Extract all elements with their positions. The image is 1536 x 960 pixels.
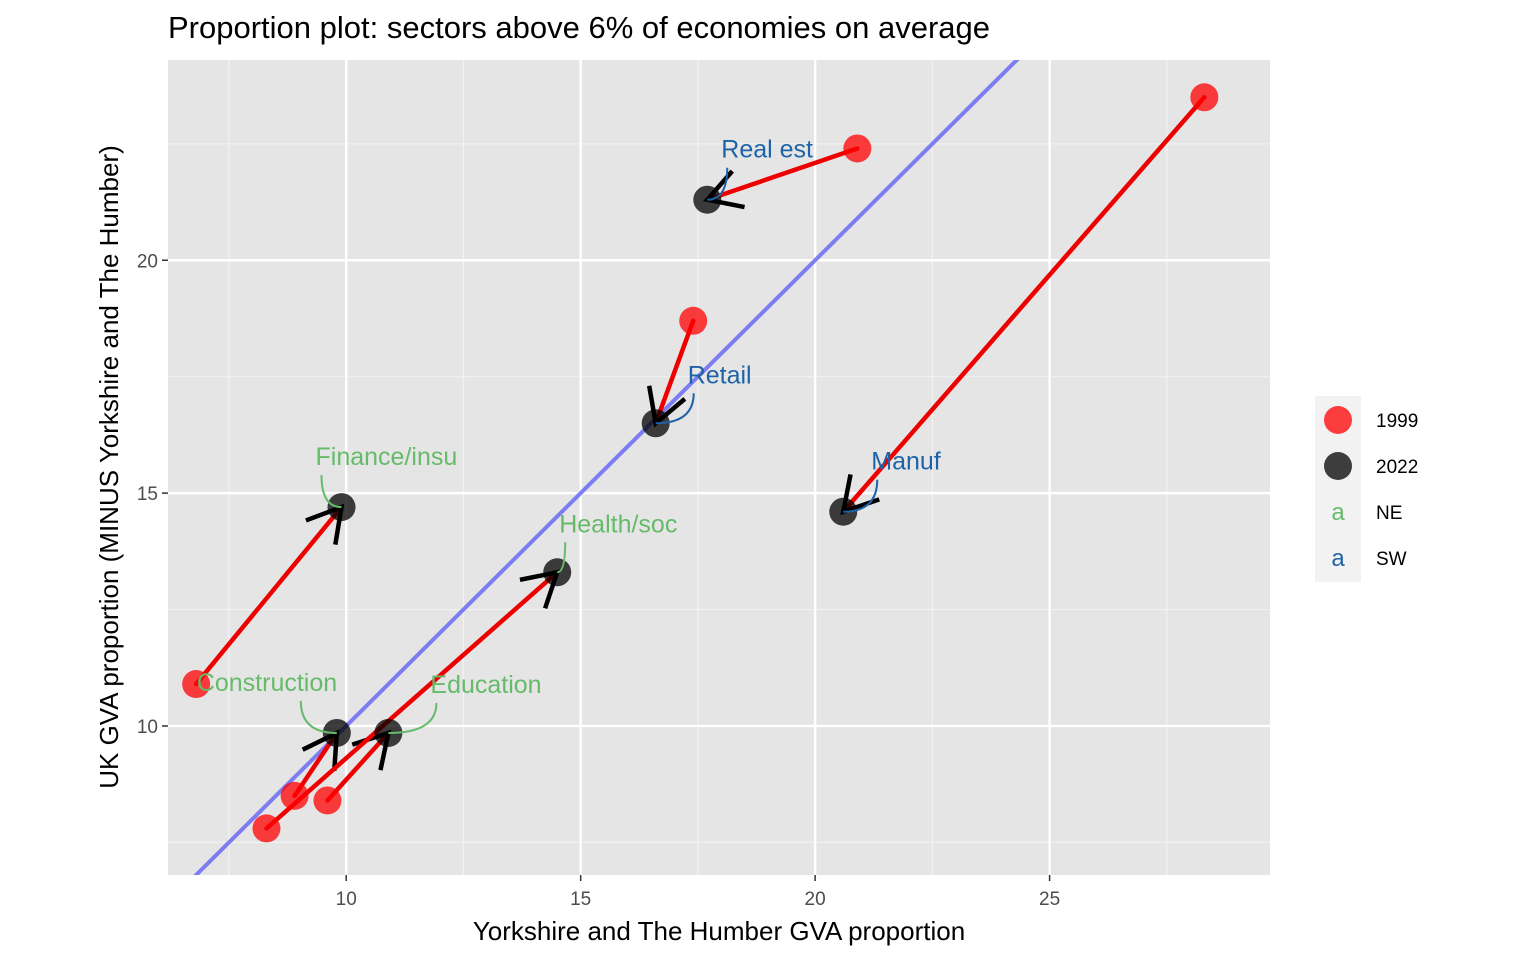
x-axis-title: Yorkshire and The Humber GVA proportion [473, 916, 965, 946]
point-1999 [1190, 83, 1219, 112]
legend: 1999 2022 a NE a SW [1315, 396, 1418, 582]
x-tick-label: 15 [570, 889, 591, 910]
legend-key-SW: a [1331, 545, 1345, 572]
y-equals-x-line [193, 60, 1020, 875]
point-1999 [280, 781, 309, 810]
point-1999 [252, 814, 281, 843]
point-1999 [843, 134, 872, 163]
sector-label: Construction [197, 669, 337, 697]
sector-segment [705, 146, 860, 202]
x-tick-label: 20 [805, 889, 826, 910]
label-leader-line [320, 475, 342, 509]
y-axis-title: UK GVA proportion (MINUS Yorkshire and T… [94, 145, 124, 789]
label-leader-line [655, 393, 695, 425]
legend-label-1999: 1999 [1376, 411, 1418, 432]
y-tick-label: 15 [137, 484, 158, 505]
sector-segment [193, 504, 344, 687]
y-tick-label: 10 [137, 717, 158, 738]
legend-key-2022 [1324, 452, 1352, 480]
label-leader-line [299, 700, 337, 734]
sector-segment [653, 318, 696, 426]
chart-title: Proportion plot: sectors above 6% of eco… [168, 10, 990, 45]
sector-label: Health/soc [559, 510, 677, 538]
sector-segment [325, 730, 391, 803]
x-tick-label: 10 [336, 889, 357, 910]
point-1999 [182, 670, 211, 699]
legend-key-1999 [1324, 406, 1352, 434]
x-tick-label: 25 [1039, 889, 1060, 910]
label-leader-line [388, 702, 438, 734]
reference-line-layer [193, 60, 1020, 875]
label-leader-line [707, 167, 729, 201]
sector-label: Finance/insu [316, 443, 458, 471]
sector-label: Education [430, 671, 541, 699]
y-tick-label: 20 [137, 251, 158, 272]
point-1999 [313, 786, 342, 815]
legend-label-NE: NE [1376, 503, 1402, 524]
sector-labels: Finance/insu Construction Education Health/… [197, 136, 941, 734]
sector-segment [264, 570, 560, 831]
label-leader-line [556, 542, 567, 574]
sector-segment [841, 95, 1207, 514]
legend-label-SW: SW [1376, 549, 1407, 570]
sector-label: Real est [721, 136, 813, 164]
legend-key-NE: a [1331, 499, 1345, 526]
legend-label-2022: 2022 [1376, 457, 1418, 478]
point-1999 [679, 306, 708, 335]
sector-label: Manuf [871, 448, 941, 476]
label-leader-line [843, 479, 879, 513]
axes: 10 15 20 25 10 15 20 [137, 251, 1060, 910]
sector-label: Retail [688, 361, 752, 389]
